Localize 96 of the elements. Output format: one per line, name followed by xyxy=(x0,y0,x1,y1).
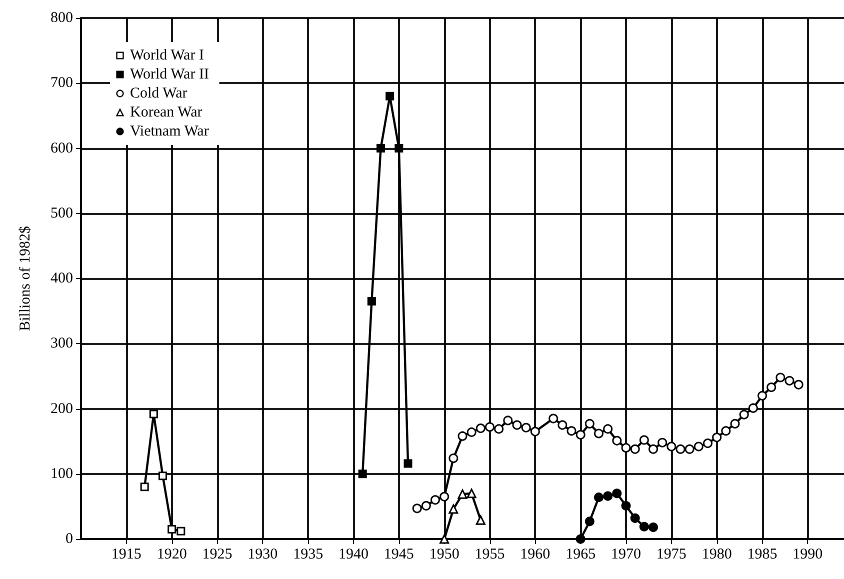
point xyxy=(721,426,731,436)
x-tick-label: 1975 xyxy=(656,546,686,562)
point xyxy=(140,482,149,492)
point xyxy=(548,414,558,424)
legend-label: Cold War xyxy=(130,86,188,102)
x-tick-label: 1915 xyxy=(111,546,142,562)
y-tick-label: 600 xyxy=(50,140,73,156)
x-tick-label: 1985 xyxy=(747,546,778,562)
point xyxy=(440,492,450,502)
point xyxy=(394,144,404,152)
point xyxy=(521,422,531,432)
point xyxy=(712,432,722,442)
point xyxy=(603,424,613,434)
point xyxy=(594,428,604,438)
y-tick-label: 300 xyxy=(50,336,73,352)
y-tick-label: 100 xyxy=(50,466,73,482)
point xyxy=(512,420,522,430)
legend-label: World War I xyxy=(130,48,204,64)
point xyxy=(430,495,440,505)
y-tick-label: 400 xyxy=(50,270,73,286)
point xyxy=(466,488,476,498)
point xyxy=(630,513,640,523)
point xyxy=(648,522,658,532)
point xyxy=(584,418,594,428)
point xyxy=(658,438,668,448)
point xyxy=(476,424,486,434)
point xyxy=(612,436,622,446)
point xyxy=(666,442,676,452)
point xyxy=(639,522,649,532)
point xyxy=(367,297,376,306)
point xyxy=(412,504,422,514)
y-axis-title: Billions of 1982$ xyxy=(18,226,34,332)
point xyxy=(794,380,804,390)
legend-label: Vietnam War xyxy=(130,124,209,140)
point xyxy=(684,444,694,454)
x-tick-label: 1980 xyxy=(702,546,732,562)
point xyxy=(386,92,394,100)
x-tick-label: 1930 xyxy=(248,546,278,562)
x-tick-label: 1990 xyxy=(792,546,823,562)
y-tick-label: 200 xyxy=(50,400,73,417)
point xyxy=(376,144,385,152)
point xyxy=(566,426,576,436)
point xyxy=(158,472,167,480)
point xyxy=(639,435,649,445)
point xyxy=(703,438,712,448)
point xyxy=(485,422,494,432)
x-tick-label: 1945 xyxy=(384,546,414,562)
y-tick-label: 700 xyxy=(50,75,73,92)
point xyxy=(476,515,486,525)
point xyxy=(766,382,776,392)
y-tick-label: 500 xyxy=(50,205,73,222)
point xyxy=(730,418,740,428)
point xyxy=(466,427,476,437)
x-tick-label: 1950 xyxy=(429,546,460,562)
point xyxy=(458,489,468,499)
point xyxy=(149,410,158,418)
point xyxy=(503,416,513,426)
point xyxy=(776,372,786,382)
point xyxy=(404,459,412,468)
point xyxy=(758,390,767,400)
point xyxy=(694,442,704,452)
point xyxy=(176,526,186,536)
point xyxy=(621,443,631,453)
point xyxy=(494,424,504,434)
point xyxy=(358,470,367,478)
legend-label: World War II xyxy=(130,66,209,82)
x-tick-label: 1920 xyxy=(156,546,187,562)
point xyxy=(612,488,622,498)
y-tick-label: 800 xyxy=(50,10,73,26)
x-tick-label: 1960 xyxy=(520,546,550,562)
x-tick-label: 1970 xyxy=(611,546,641,562)
point xyxy=(648,444,658,454)
point xyxy=(630,444,640,454)
point xyxy=(458,431,468,441)
point xyxy=(576,430,586,440)
x-tick-label: 1935 xyxy=(293,546,324,562)
point xyxy=(594,492,604,502)
point xyxy=(558,420,568,430)
point xyxy=(421,501,431,511)
point xyxy=(584,516,594,526)
point xyxy=(448,504,458,514)
x-tick-label: 1955 xyxy=(474,546,505,562)
x-tick-label: 1925 xyxy=(202,546,232,562)
y-tick-label: 0 xyxy=(66,531,73,547)
point xyxy=(739,410,749,420)
point xyxy=(676,444,686,454)
x-tick-label: 1940 xyxy=(338,546,368,562)
point xyxy=(168,524,176,534)
point xyxy=(530,426,540,436)
point xyxy=(621,501,631,511)
legend-label: Korean War xyxy=(130,104,202,120)
point xyxy=(603,491,613,501)
point xyxy=(748,403,758,413)
point xyxy=(448,453,458,463)
x-tick-label: 1965 xyxy=(566,546,596,562)
point xyxy=(784,376,794,386)
